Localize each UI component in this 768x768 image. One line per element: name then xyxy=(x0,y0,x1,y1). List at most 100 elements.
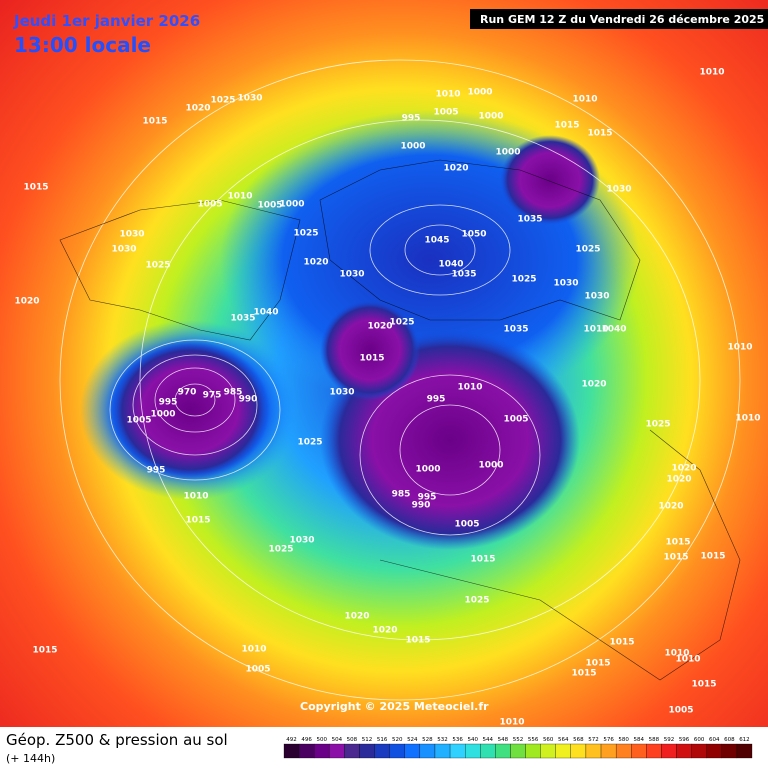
isobar-label: 1010 xyxy=(735,414,760,424)
isobar-label: 1010 xyxy=(499,718,524,728)
isobar-label: 1025 xyxy=(464,596,489,606)
colorbar-swatch xyxy=(676,743,692,759)
isobar-label: 1025 xyxy=(389,318,414,328)
isobar-label: 1025 xyxy=(210,96,235,106)
isobar-label: 985 xyxy=(224,388,243,398)
isobar-label: 995 xyxy=(402,114,421,124)
colorbar-tick-label: 580 xyxy=(618,737,629,743)
isobar-label: 1015 xyxy=(691,680,716,690)
colorbar-swatch xyxy=(555,743,571,759)
colorbar-swatch xyxy=(736,743,753,759)
colorbar-tick-label: 496 xyxy=(301,737,312,743)
isobar-label: 1010 xyxy=(664,649,689,659)
isobar-label: 1015 xyxy=(359,354,384,364)
isobar-label: 1040 xyxy=(253,308,278,318)
isobar-label: 1030 xyxy=(329,388,354,398)
isobar-label: 1005 xyxy=(454,520,479,530)
isobar-label: 995 xyxy=(427,395,446,405)
isobar-label: 985 xyxy=(392,490,411,500)
colorbar-swatch xyxy=(359,743,375,759)
colorbar-tick-label: 592 xyxy=(664,737,675,743)
colorbar-tick-label: 536 xyxy=(452,737,463,743)
isobar-label: 1025 xyxy=(268,545,293,555)
isobar-label: 1015 xyxy=(185,516,210,526)
lead-time: (+ 144h) xyxy=(6,752,55,765)
colorbar-tick-label: 604 xyxy=(709,737,720,743)
colorbar: 492 496 500 504 508 512 516 520 524 528 532 536 540 5… xyxy=(283,737,753,759)
isobar-label: 1010 xyxy=(572,95,597,105)
colorbar-tick-label: 564 xyxy=(558,737,569,743)
isobar-label: 1040 xyxy=(601,325,626,335)
colorbar-swatch xyxy=(465,743,481,759)
colorbar-swatch xyxy=(404,743,421,759)
isobar-label: 1000 xyxy=(478,112,503,122)
colorbar-swatch xyxy=(298,743,315,759)
colorbar-swatch xyxy=(600,743,617,759)
isobar-label: 1005 xyxy=(257,201,282,211)
isobar-label: 1000 xyxy=(478,461,503,471)
isobar-label: 1050 xyxy=(461,230,486,240)
isobar-label: 1045 xyxy=(424,236,449,246)
colorbar-swatch xyxy=(646,743,662,759)
isobar-label: 1035 xyxy=(451,270,476,280)
isobar-label: 1020 xyxy=(443,164,468,174)
isobar-label: 1015 xyxy=(571,669,596,679)
colorbar-swatch xyxy=(615,743,632,759)
colorbar-tick-label: 524 xyxy=(407,737,418,743)
colorbar-tick-label: 548 xyxy=(498,737,509,743)
isobar-label: 1015 xyxy=(665,538,690,548)
isobar-label: 1010 xyxy=(241,645,266,655)
isobar-label: 1020 xyxy=(14,297,39,307)
isobar-label: 1035 xyxy=(503,325,528,335)
isobar-label: 1000 xyxy=(150,410,175,420)
isobar-label: 1020 xyxy=(367,322,392,332)
isobar-label: 1010 xyxy=(675,655,700,665)
colorbar-tick-label: 560 xyxy=(543,737,554,743)
colorbar-tick-label: 520 xyxy=(392,737,403,743)
colorbar-tick-label: 608 xyxy=(724,737,735,743)
colorbar-tick-label: 508 xyxy=(347,737,358,743)
colorbar-tick-label: 500 xyxy=(316,737,327,743)
colorbar-swatch xyxy=(691,743,707,759)
isobar-label: 1000 xyxy=(400,142,425,152)
isobar-label: 1005 xyxy=(668,706,693,716)
isobar-label: 1025 xyxy=(575,245,600,255)
isobar-label: 1020 xyxy=(581,380,606,390)
isobar-label: 1000 xyxy=(495,148,520,158)
isobar-label: 995 xyxy=(159,398,178,408)
colorbar-swatch xyxy=(480,743,496,759)
isobar-label: 1015 xyxy=(405,636,430,646)
colorbar-swatch xyxy=(283,743,300,759)
colorbar-swatch xyxy=(721,743,738,759)
colorbar-tick-label: 588 xyxy=(649,737,660,743)
isobar-label: 1030 xyxy=(553,279,578,289)
isobar-label: 1005 xyxy=(126,416,151,426)
colorbar-tick-label: 528 xyxy=(422,737,433,743)
chart-title: Géop. Z500 & pression au sol xyxy=(6,731,228,749)
isobar-label: 1020 xyxy=(372,626,397,636)
isobar-label: 1015 xyxy=(585,659,610,669)
isobar-label: 1010 xyxy=(583,325,608,335)
colorbar-tick-label: 612 xyxy=(739,737,750,743)
isobar-label: 1035 xyxy=(517,215,542,225)
run-info: Run GEM 12 Z du Vendredi 26 décembre 202… xyxy=(480,13,764,26)
forecast-time: 13:00 locale xyxy=(14,33,151,57)
isobar-label: 1030 xyxy=(339,270,364,280)
isobar-label: 970 xyxy=(178,388,197,398)
isobar-label: 1010 xyxy=(227,192,252,202)
isobar-label: 1015 xyxy=(32,646,57,656)
run-banner xyxy=(470,9,768,29)
isobar-label: 1015 xyxy=(142,117,167,127)
colorbar-swatch xyxy=(434,743,451,759)
colorbar-swatch xyxy=(706,743,722,759)
isobar-label: 1010 xyxy=(183,492,208,502)
isobar-label: 1015 xyxy=(23,183,48,193)
colorbar-swatch xyxy=(510,743,526,759)
isobar-label: 1015 xyxy=(587,129,612,139)
isobar-label: 1020 xyxy=(185,104,210,114)
isobar-label: 1005 xyxy=(433,108,458,118)
isobar-label: 1030 xyxy=(119,230,144,240)
colorbar-swatch xyxy=(389,743,405,759)
